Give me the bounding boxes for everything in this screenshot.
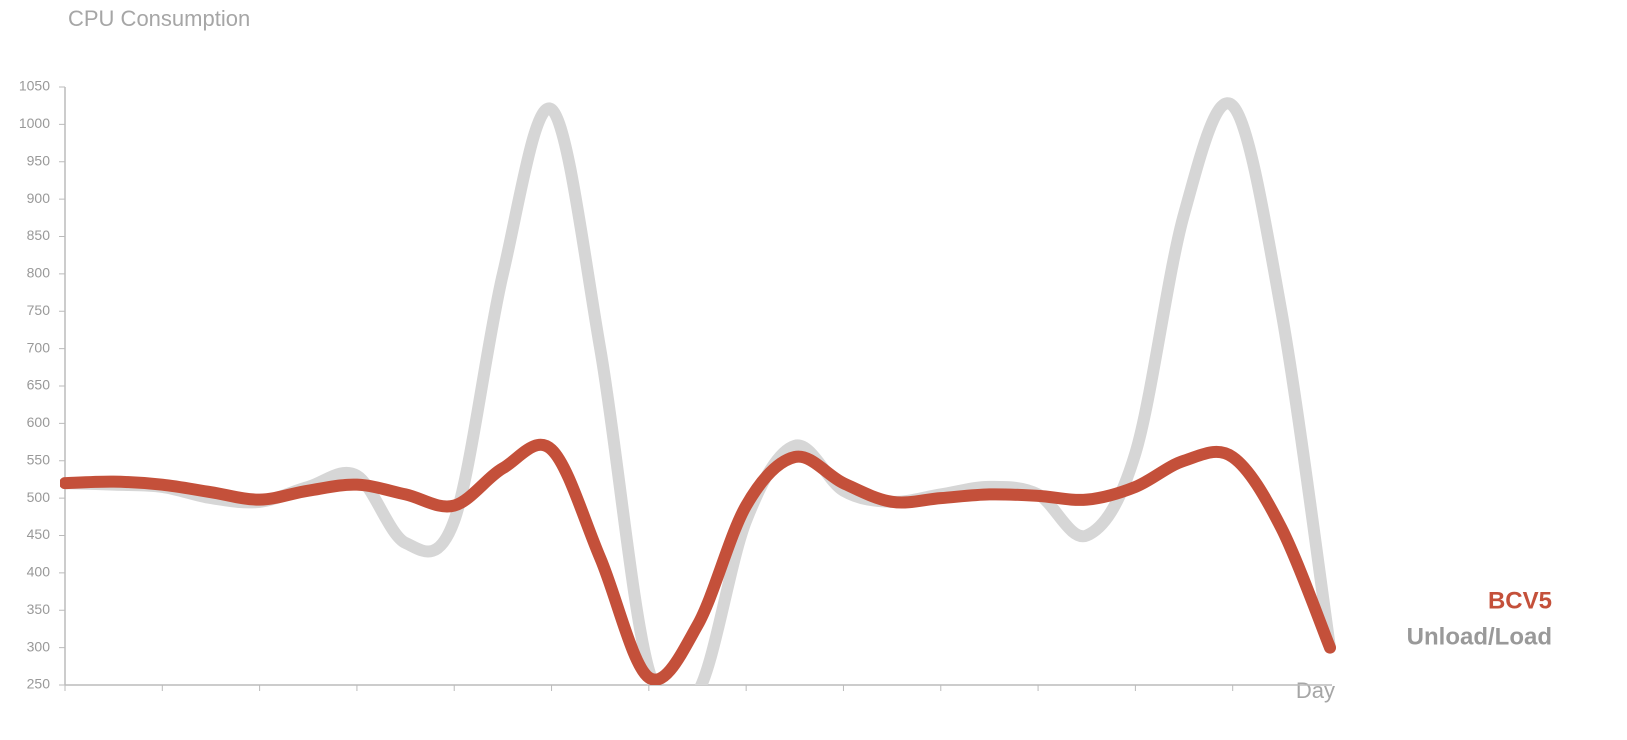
y-tick-label: 850 [27, 227, 51, 243]
y-tick-label: 250 [27, 676, 51, 692]
y-tick-label: 550 [27, 451, 51, 467]
y-tick-label: 900 [27, 190, 51, 206]
y-tick-label: 500 [27, 489, 51, 505]
y-tick-label: 400 [27, 564, 51, 580]
legend-entry: BCV5 [1488, 587, 1552, 614]
chart-title: CPU Consumption [68, 6, 250, 31]
y-tick-label: 750 [27, 302, 51, 318]
y-tick-label: 800 [27, 265, 51, 281]
y-tick-label: 350 [27, 601, 51, 617]
y-tick-label: 700 [27, 339, 51, 355]
y-tick-label: 450 [27, 526, 51, 542]
legend-entry: Unload/Load [1407, 623, 1552, 650]
series-line [60, 97, 1336, 685]
x-axis-label: Day [1296, 678, 1335, 703]
y-tick-label: 1000 [19, 115, 50, 131]
y-tick-label: 650 [27, 377, 51, 393]
y-tick-label: 950 [27, 152, 51, 168]
y-tick-label: 300 [27, 638, 51, 654]
series-line [60, 438, 1336, 685]
y-tick-label: 600 [27, 414, 51, 430]
y-tick-label: 1050 [19, 78, 50, 94]
plot-area [60, 97, 1336, 685]
